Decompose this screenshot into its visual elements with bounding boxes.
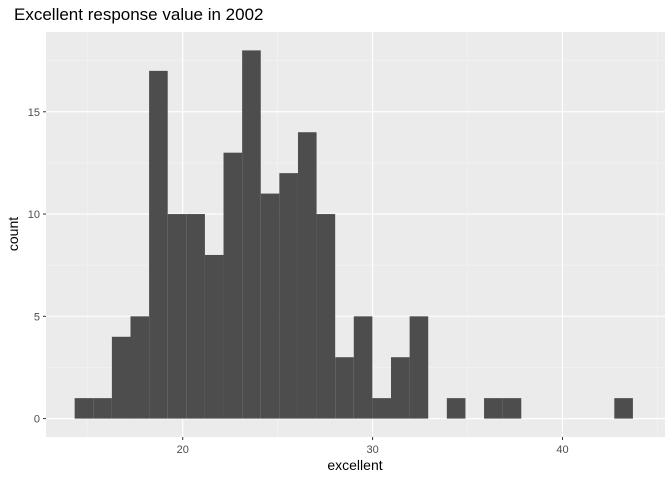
histogram-bar: [409, 316, 429, 419]
histogram-bar: [391, 357, 410, 419]
histogram-bar: [484, 398, 503, 419]
histogram-bar: [242, 50, 261, 419]
histogram-bar: [223, 152, 243, 419]
x-axis-title: excellent: [327, 457, 382, 473]
axes: 0 5 10 15 20 30 40: [28, 107, 569, 456]
y-tick-label: 10: [28, 209, 40, 221]
x-tick-label: 30: [366, 444, 378, 456]
histogram-bar: [74, 398, 94, 419]
histogram-bar: [260, 193, 280, 419]
histogram-bar: [204, 254, 224, 419]
histogram-bar: [186, 214, 205, 419]
x-tick-label: 20: [177, 444, 189, 456]
histogram-bar: [502, 398, 522, 419]
histogram-bar: [446, 398, 466, 419]
histogram-bar: [111, 336, 131, 419]
x-tick-label: 40: [556, 444, 568, 456]
y-tick-label: 15: [28, 107, 40, 119]
histogram-bar: [297, 132, 317, 419]
histogram-bar: [279, 173, 298, 419]
histogram-bar: [167, 214, 187, 419]
histogram-bar: [353, 316, 373, 419]
histogram-bar: [316, 214, 336, 419]
histogram-bar: [335, 357, 354, 419]
histogram-bar: [372, 398, 392, 419]
histogram-bar: [614, 398, 633, 419]
histogram-bar: [93, 398, 112, 419]
y-axis-title: count: [5, 217, 21, 251]
histogram-bar: [149, 70, 168, 419]
histogram-bar: [130, 316, 150, 419]
y-tick-label: 0: [34, 414, 40, 426]
histogram-bars: [74, 50, 633, 419]
y-tick-label: 5: [34, 311, 40, 323]
chart-title: Excellent response value in 2002: [14, 5, 264, 24]
